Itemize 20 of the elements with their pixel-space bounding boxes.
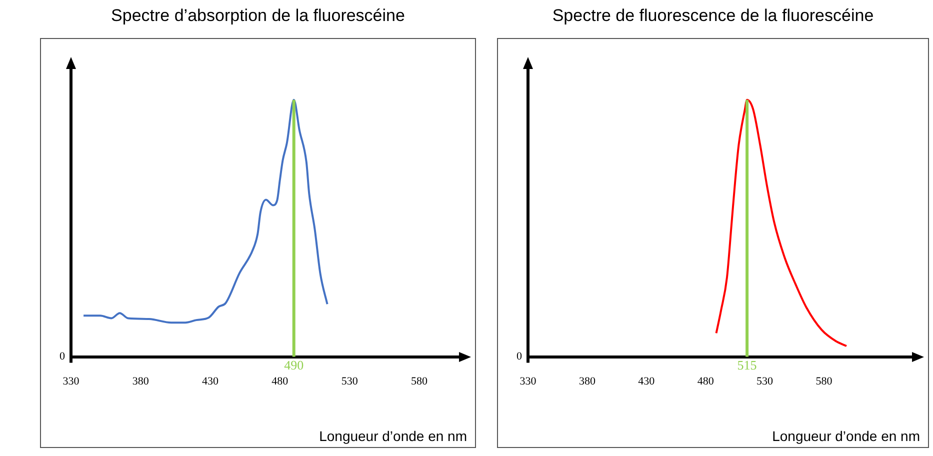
chart-title: Spectre d’absorption de la fluorescéine (110, 6, 406, 26)
ref-line-label: 490 (284, 358, 304, 373)
x-tick-label: 480 (697, 375, 714, 388)
x-tick-label: 580 (816, 375, 833, 388)
chart-title: Spectre de fluorescence de la fluorescéine (551, 6, 875, 26)
x-tick-label: 380 (132, 375, 150, 388)
text: 0 (60, 350, 66, 363)
text: 0 (516, 350, 522, 363)
x-tick-label: 430 (638, 375, 656, 388)
x-tick-label: 380 (578, 375, 596, 388)
x-tick-label: 530 (341, 375, 358, 388)
x-tick-label: 330 (62, 375, 80, 388)
x-tick-label: 480 (272, 375, 289, 388)
x-tick-label: 430 (202, 375, 220, 388)
ref-line-label: 515 (737, 358, 757, 373)
x-tick-label: 580 (410, 375, 428, 388)
x-tick-label: 530 (756, 375, 774, 388)
x-tick-label: 330 (520, 375, 537, 388)
x-axis-title: Longueur d’onde en nm (772, 428, 920, 444)
x-axis-title: Longueur d’onde en nm (319, 428, 467, 444)
